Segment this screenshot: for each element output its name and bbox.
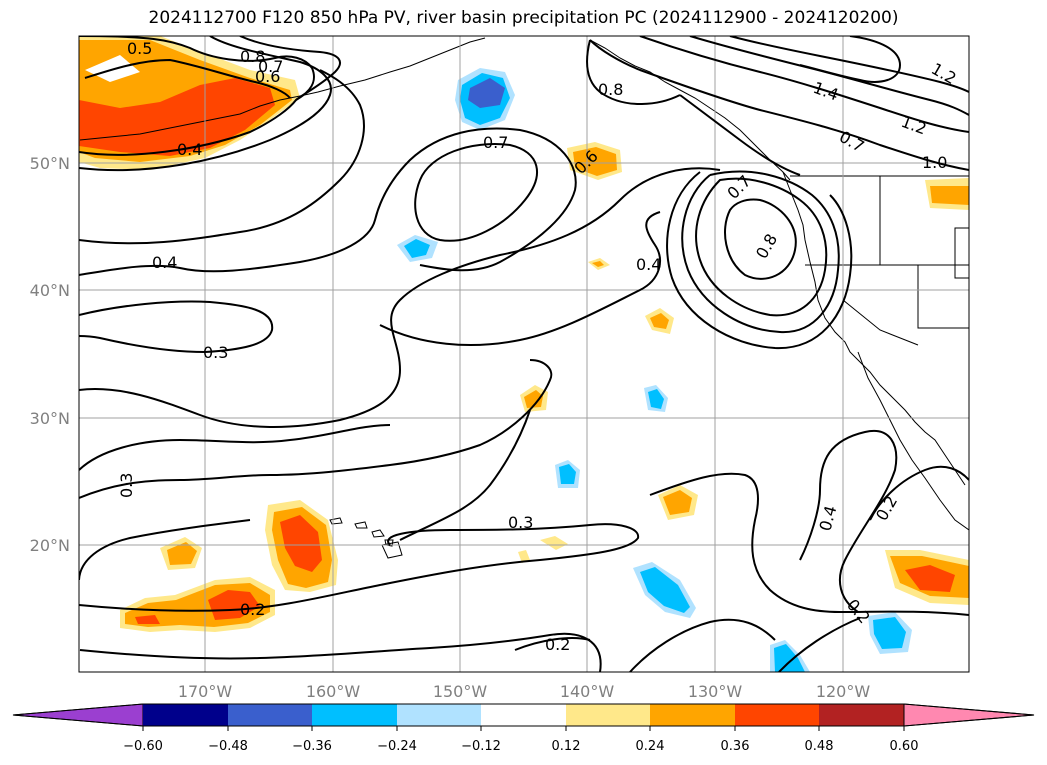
contour-label: 0.4 — [636, 255, 661, 274]
contour-label: 0.5 — [127, 39, 152, 58]
contour-label: 0.4 — [152, 253, 177, 272]
hawaiian-islands — [329, 517, 403, 559]
lon-label: 150°W — [433, 682, 488, 701]
lat-label: 20°N — [30, 536, 70, 555]
colorbar-tick-label: −0.12 — [461, 739, 501, 754]
colorbar-tick-label: −0.24 — [377, 739, 417, 754]
lon-label: 120°W — [816, 682, 871, 701]
contour-label: 0.6 — [255, 67, 280, 86]
colorbar-tick-label: −0.36 — [292, 739, 332, 754]
lat-label: 40°N — [30, 281, 70, 300]
contour-label: 0.2 — [545, 635, 570, 654]
contour-label: 0.2 — [240, 600, 265, 619]
colorbar-segment — [397, 704, 481, 726]
colorbar-segment — [819, 704, 904, 726]
lon-label: 170°W — [178, 682, 233, 701]
colorbar-tick-label: 0.36 — [721, 739, 750, 754]
contour-label: 0.4 — [177, 140, 202, 159]
colorbar-segment — [228, 704, 312, 726]
lon-label: 140°W — [560, 682, 615, 701]
longitude-labels: 170°W 160°W 150°W 140°W 130°W 120°W — [178, 682, 871, 701]
colorbar-tick-label: 0.60 — [890, 739, 919, 754]
contour-label: 0.8 — [240, 47, 265, 66]
colorbar-tick-label: 0.24 — [636, 739, 665, 754]
colorbar-segment — [312, 704, 397, 726]
contour-label: 0.3 — [203, 343, 228, 362]
colorbar-max-extend — [903, 703, 1035, 727]
colorbar-segment — [481, 704, 566, 726]
contour-label: 0.7 — [258, 57, 283, 76]
colorbar-segment — [735, 704, 819, 726]
colorbar-tick-label: −0.60 — [123, 739, 163, 754]
colorbar-segment — [650, 704, 735, 726]
negative-precip-shading — [397, 68, 912, 672]
map-frame — [78, 35, 970, 673]
lat-label: 30°N — [30, 409, 70, 428]
contour-label: 0.8 — [598, 80, 623, 99]
colorbar-tick-label: 0.48 — [805, 739, 834, 754]
lon-label: 160°W — [306, 682, 361, 701]
colorbar-segment — [143, 704, 228, 726]
colorbar-min-extend — [12, 703, 144, 727]
pv-contours — [79, 36, 969, 672]
colorbar: −0.60 −0.48 −0.36 −0.24 −0.12 0.12 0.24 … — [12, 703, 1035, 754]
contour-label: 1.0 — [922, 153, 947, 172]
contour-label: 0.3 — [508, 513, 533, 532]
colorbar-tick-label: −0.48 — [208, 739, 248, 754]
colorbar-segment — [566, 704, 650, 726]
coastlines — [79, 37, 969, 531]
latitude-labels: 50°N 40°N 30°N 20°N — [30, 154, 70, 555]
lat-label: 50°N — [30, 154, 70, 173]
contour-label: 0.3 — [117, 473, 136, 498]
contour-label: 0.7 — [483, 133, 508, 152]
colorbar-tick-label: 0.12 — [552, 739, 581, 754]
figure-title: 2024112700 F120 850 hPa PV, river basin … — [148, 8, 899, 28]
lon-label: 130°W — [688, 682, 743, 701]
